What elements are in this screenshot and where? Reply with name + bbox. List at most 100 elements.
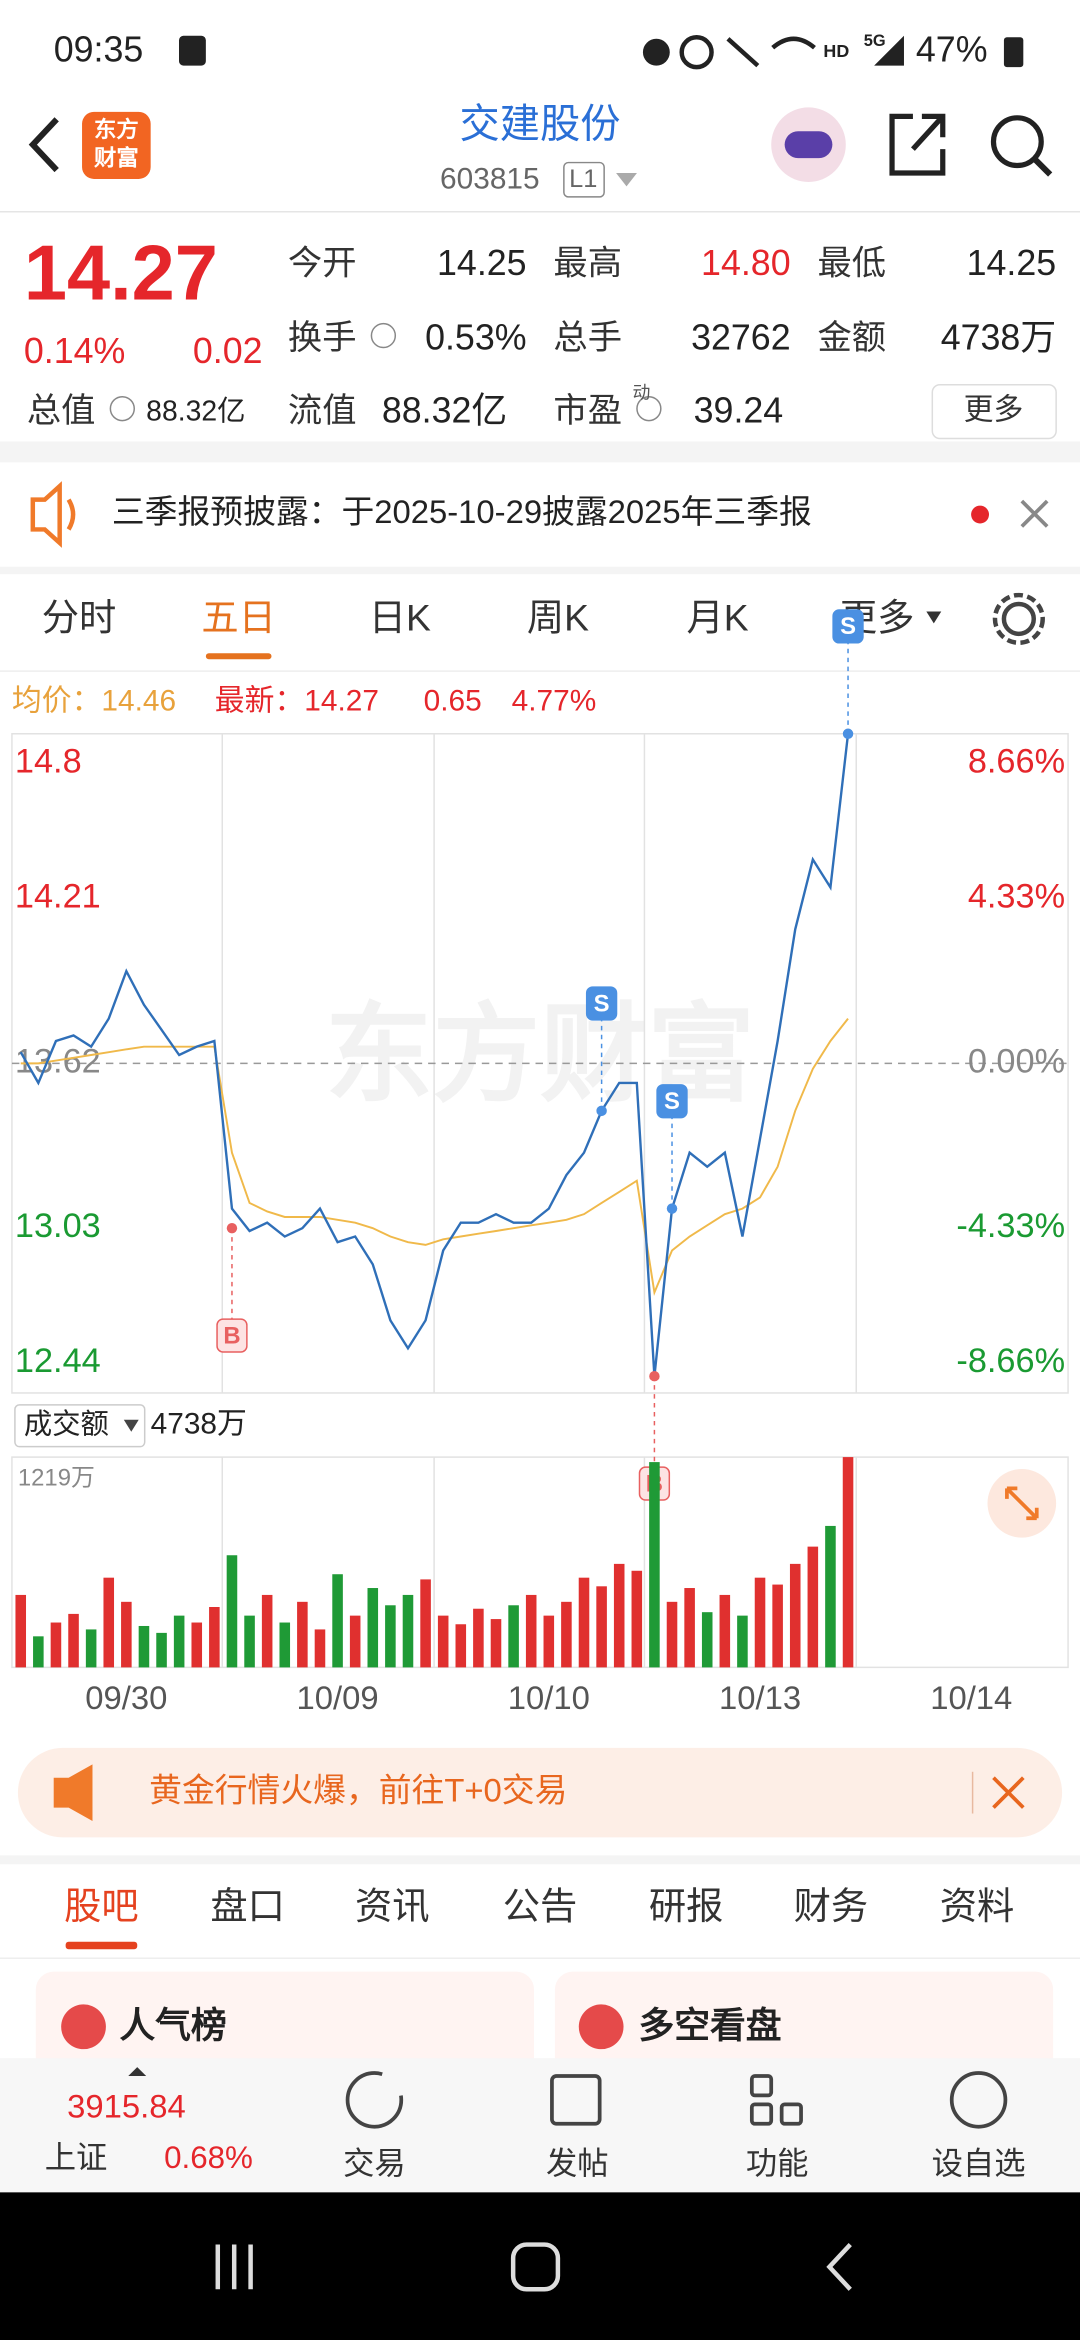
volume-bar [209, 1607, 220, 1668]
y2-tick-label: 8.66% [968, 743, 1065, 781]
notice-close[interactable] [1020, 499, 1049, 528]
nav-back[interactable] [826, 2243, 852, 2291]
more-button[interactable] [931, 384, 1057, 440]
volume-bar [297, 1601, 308, 1668]
volume-bar [789, 1563, 801, 1668]
trade-marker [832, 609, 864, 644]
nav-recent[interactable] [215, 2244, 253, 2290]
battery-icon [1003, 37, 1024, 68]
section-tab[interactable]: 盘口 [210, 1885, 285, 1927]
section-tab[interactable]: 财务 [794, 1885, 869, 1927]
assistant-avatar [784, 131, 833, 159]
settings-button[interactable] [1001, 601, 1036, 637]
stock-code: 603815 [440, 162, 540, 195]
search-button[interactable] [990, 115, 1044, 169]
section-tab[interactable]: 公告 [503, 1885, 578, 1927]
volume-bar [508, 1605, 519, 1668]
y2-tick-label: -4.33% [956, 1207, 1065, 1245]
pe-mark: 动 [632, 382, 650, 402]
volume-title: 成交额 [24, 1408, 109, 1440]
more-label: 更多 [964, 394, 1024, 427]
tab[interactable]: 月K [686, 596, 748, 638]
trade-marker-label: S [594, 990, 610, 1017]
volume-bar [314, 1629, 326, 1668]
volume-total: 4738万 [151, 1408, 247, 1441]
signal-label: 5G [864, 32, 886, 50]
volume-bar [226, 1555, 238, 1668]
trade-marker [216, 1318, 248, 1353]
notice-text[interactable]: 三季报预披露：于2025-10-29披露2025年三季报 [112, 493, 812, 530]
volume-selector[interactable] [14, 1404, 146, 1448]
level-label: L1 [569, 165, 597, 193]
latest-change: 0.65 [424, 684, 482, 717]
last-price: 14.27 [24, 230, 218, 316]
trade-marker [585, 986, 618, 1021]
nav-bar [0, 2192, 1080, 2340]
section-tab[interactable]: 研报 [649, 1885, 724, 1927]
action-label[interactable]: 交易 [343, 2146, 406, 2181]
volume-bar [367, 1588, 379, 1668]
x-tick-label: 10/09 [297, 1679, 379, 1716]
volume-bar [85, 1629, 97, 1668]
tab[interactable]: 周K [527, 596, 589, 638]
y-tick-label: 1219万 [18, 1465, 95, 1492]
nav-home[interactable] [510, 2242, 561, 2292]
logo-text: 财富 [94, 144, 139, 170]
trade-point [666, 1203, 678, 1214]
trade-marker [656, 1084, 688, 1119]
volume-bar [754, 1577, 766, 1668]
volume-bar [103, 1577, 115, 1668]
field-value: 14.80 [701, 243, 791, 283]
average-price: 均价：14.46 [12, 684, 176, 717]
action-icon [550, 2074, 602, 2126]
volume-bar [473, 1608, 484, 1668]
field-value: 14.25 [967, 243, 1057, 283]
tab[interactable]: 分时 [42, 596, 117, 638]
field-label: 总手 [553, 319, 622, 357]
card-icon [578, 2004, 624, 2050]
price-line [19, 733, 850, 1377]
section-tab[interactable]: 股吧 [64, 1885, 139, 1927]
settings-button [992, 592, 1045, 646]
level-badge[interactable] [563, 161, 605, 198]
share-button[interactable] [889, 113, 946, 176]
clock: 09:35 [54, 30, 144, 70]
action-icon [779, 2102, 803, 2126]
volume-bar [772, 1584, 783, 1668]
volume-bar [437, 1615, 449, 1668]
status-icon [642, 38, 670, 66]
chart-tabs: 分时 五日 日K 周K 月K 更多 [42, 596, 942, 660]
y2-tick-label: 4.33% [968, 878, 1065, 916]
tab[interactable]: 五日 [201, 596, 276, 638]
index-value[interactable]: 3915.84 [67, 2088, 186, 2125]
promo-banner[interactable] [17, 1747, 1063, 1838]
action-label[interactable]: 功能 [746, 2146, 809, 2181]
volume-bar [156, 1632, 167, 1668]
tab[interactable]: 日K [369, 596, 431, 638]
separator [0, 566, 1080, 575]
volume-bar [525, 1594, 537, 1668]
separator [0, 1855, 1080, 1865]
quote-fields: 今开 14.25 最高 14.80 最低 14.25 换手 0.53% 总手 32762 金额 473… [27, 243, 1056, 431]
field-label: 总值 [27, 392, 96, 430]
section-tabs: 股吧 盘口 资讯 公告 研报 财务 资料 [64, 1885, 1015, 1950]
promo-close[interactable] [992, 1776, 1025, 1809]
section-tab[interactable]: 资讯 [355, 1885, 430, 1927]
action-label[interactable]: 设自选 [932, 2146, 1026, 2181]
back-button[interactable] [28, 117, 59, 173]
expand-icon [1005, 1486, 1039, 1521]
trade-point [842, 728, 854, 739]
section-tab[interactable]: 资料 [940, 1885, 1015, 1927]
action-label[interactable]: 发帖 [546, 2146, 609, 2181]
y2-tick-label: 0.00% [968, 1042, 1065, 1080]
card[interactable] [35, 1971, 535, 2077]
volume-bar [737, 1615, 748, 1668]
volume-bar [490, 1619, 502, 1668]
network-label: HD [823, 41, 849, 61]
logo[interactable] [82, 111, 151, 179]
card[interactable] [554, 1971, 1054, 2077]
notice-icon [30, 481, 76, 548]
volume-bar [349, 1615, 361, 1668]
